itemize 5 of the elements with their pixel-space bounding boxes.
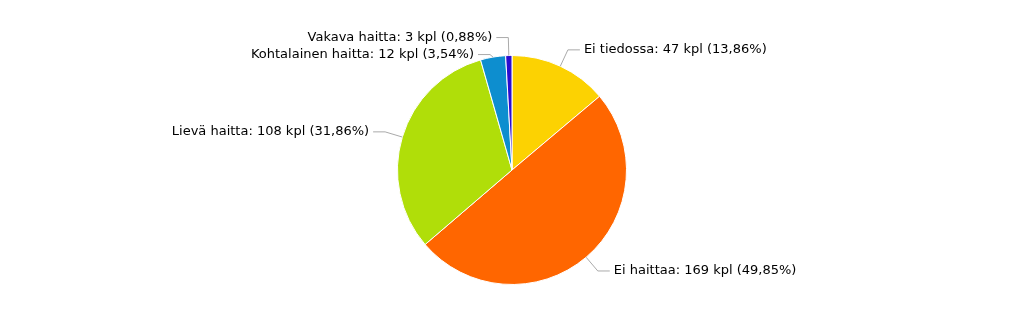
slice-label: Ei haittaa: 169 kpl (49,85%) — [613, 262, 797, 278]
slice-label: Ei tiedossa: 47 kpl (13,86%) — [583, 41, 767, 57]
slice-label: Kohtalainen haitta: 12 kpl (3,54%) — [250, 45, 474, 61]
slice-label: Lievä haitta: 108 kpl (31,86%) — [171, 123, 370, 139]
slice-label: Vakava haitta: 3 kpl (0,88%) — [307, 28, 493, 44]
